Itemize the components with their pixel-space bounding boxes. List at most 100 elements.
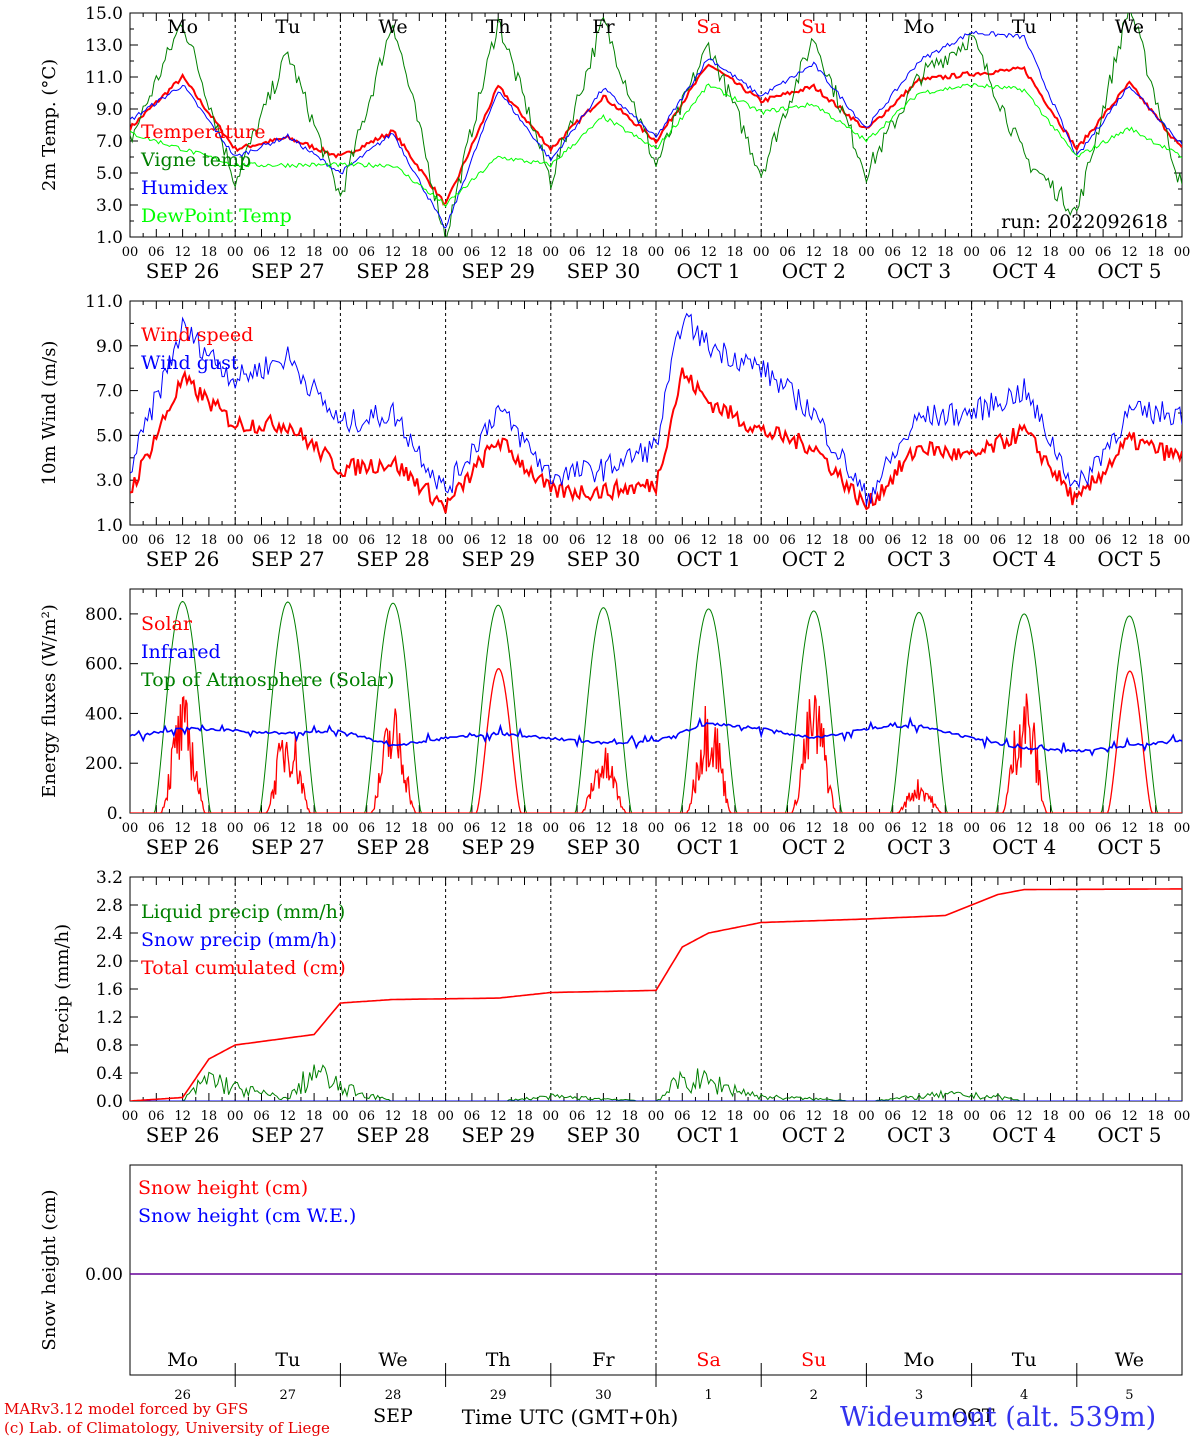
hour-tick-label: 00 xyxy=(963,1109,980,1124)
month-label-sep: SEP xyxy=(373,1405,413,1427)
hour-tick-label: 18 xyxy=(201,245,218,260)
hour-tick-label: 18 xyxy=(516,1109,533,1124)
hour-tick-label: 18 xyxy=(1147,821,1164,836)
hour-tick-label: 06 xyxy=(569,245,586,260)
hour-tick-label: 00 xyxy=(648,245,665,260)
hour-tick-label: 18 xyxy=(201,821,218,836)
legend-entry: Vigne temp xyxy=(140,149,251,171)
date-label: OCT 5 xyxy=(1097,835,1161,859)
y-tick-label: 13.0 xyxy=(85,36,123,56)
station-label: Wideumont (alt. 539m) xyxy=(840,1402,1157,1433)
hour-tick-label: 00 xyxy=(543,245,560,260)
legend-entry: Temperature xyxy=(141,121,265,143)
panel-4: 00 06 12 18 00 06 12 18 00 06 12 18 00 06 12 18 00 06 12 18… xyxy=(52,868,1190,1147)
hour-tick-label: 12 xyxy=(911,821,928,836)
hour-tick-label: 00 xyxy=(648,533,665,548)
legend-entry: Snow height (cm) xyxy=(138,1177,308,1199)
hour-tick-label: 18 xyxy=(1147,533,1164,548)
y-tick-label: 0.00 xyxy=(85,1265,123,1285)
date-label: SEP 28 xyxy=(356,547,430,571)
date-label: OCT 1 xyxy=(677,259,741,283)
hour-tick-label: 18 xyxy=(727,533,744,548)
hour-tick-label: 12 xyxy=(280,245,297,260)
date-label: SEP 27 xyxy=(251,547,325,571)
day-number: 28 xyxy=(385,1388,402,1403)
hour-tick-label: 12 xyxy=(174,533,191,548)
hour-tick-label: 06 xyxy=(358,533,375,548)
y-axis-label: 2m Temp. (°C) xyxy=(39,59,60,191)
y-axis-label: Energy fluxes (W/m²) xyxy=(39,604,60,798)
hour-tick-label: 18 xyxy=(727,821,744,836)
hour-tick-label: 00 xyxy=(332,533,349,548)
hour-tick-label: 18 xyxy=(832,1109,849,1124)
hour-tick-label: 18 xyxy=(727,245,744,260)
legend-entry: Infrared xyxy=(141,641,221,663)
y-tick-label: 3.2 xyxy=(96,868,123,888)
day-name-bottom: Mo xyxy=(904,1349,935,1371)
y-tick-label: 800. xyxy=(85,605,123,625)
date-label: OCT 1 xyxy=(677,835,741,859)
hour-tick-label: 00 xyxy=(332,821,349,836)
hour-tick-label: 18 xyxy=(516,245,533,260)
day-name-bottom: We xyxy=(1115,1349,1144,1371)
date-label: SEP 27 xyxy=(251,835,325,859)
hour-tick-label: 06 xyxy=(1095,533,1112,548)
hour-tick-label: 12 xyxy=(385,1109,402,1124)
hour-tick-label: 06 xyxy=(884,1109,901,1124)
day-number: 26 xyxy=(174,1388,191,1403)
hour-tick-label: 18 xyxy=(621,821,638,836)
y-tick-label: 1.0 xyxy=(96,228,123,248)
hour-tick-label: 12 xyxy=(700,1109,717,1124)
series-line-solar xyxy=(130,667,1182,813)
hour-tick-label: 06 xyxy=(1095,1109,1112,1124)
hour-tick-label: 12 xyxy=(806,533,823,548)
hour-tick-label: 12 xyxy=(490,533,507,548)
panel-2: 00 06 12 18 00 06 12 18 00 06 12 18 00 06 12 18 00 06 12 18… xyxy=(39,292,1190,571)
hour-tick-label: 06 xyxy=(464,1109,481,1124)
hour-tick-label: 00 xyxy=(122,1109,139,1124)
series-line-toa-solar xyxy=(130,600,1182,813)
hour-tick-label: 00 xyxy=(963,821,980,836)
hour-tick-label: 00 xyxy=(1174,1109,1191,1124)
hour-tick-label: 06 xyxy=(779,821,796,836)
series-line-wind-gust xyxy=(130,312,1182,506)
date-label: OCT 4 xyxy=(992,835,1056,859)
hour-tick-label: 12 xyxy=(174,821,191,836)
hour-tick-label: 06 xyxy=(884,821,901,836)
y-tick-label: 1.0 xyxy=(96,516,123,536)
hour-tick-label: 12 xyxy=(490,821,507,836)
hour-tick-label: 12 xyxy=(911,245,928,260)
hour-tick-label: 12 xyxy=(490,245,507,260)
hour-tick-label: 06 xyxy=(358,1109,375,1124)
hour-tick-label: 00 xyxy=(227,533,244,548)
date-label: SEP 29 xyxy=(461,1123,535,1147)
day-name-top: We xyxy=(1115,16,1144,38)
date-label: SEP 28 xyxy=(356,835,430,859)
date-label: SEP 30 xyxy=(567,259,641,283)
day-name-bottom: Tu xyxy=(275,1349,300,1371)
day-name-bottom: Fr xyxy=(592,1349,615,1371)
hour-tick-label: 18 xyxy=(832,821,849,836)
y-axis-label: Snow height (cm) xyxy=(39,1189,60,1350)
day-name-top: Mo xyxy=(904,16,935,38)
hour-tick-label: 18 xyxy=(1042,821,1059,836)
y-tick-label: 2.0 xyxy=(96,952,123,972)
y-tick-label: 0.0 xyxy=(96,1092,123,1112)
hour-tick-label: 12 xyxy=(595,245,612,260)
hour-tick-label: 06 xyxy=(253,533,270,548)
hour-tick-label: 18 xyxy=(516,533,533,548)
day-number: 2 xyxy=(810,1388,818,1403)
day-name-top: Tu xyxy=(275,16,300,38)
hour-tick-label: 18 xyxy=(201,1109,218,1124)
hour-tick-label: 06 xyxy=(1095,821,1112,836)
series-line-temperature xyxy=(130,63,1182,206)
hour-tick-label: 00 xyxy=(227,245,244,260)
lab-credit: (c) Lab. of Climatology, University of L… xyxy=(4,1419,330,1437)
hour-tick-label: 06 xyxy=(674,245,691,260)
y-tick-label: 5.0 xyxy=(96,164,123,184)
y-tick-label: 400. xyxy=(85,704,123,724)
y-tick-label: 9.0 xyxy=(96,100,123,120)
hour-tick-label: 18 xyxy=(621,533,638,548)
hour-tick-label: 00 xyxy=(437,1109,454,1124)
